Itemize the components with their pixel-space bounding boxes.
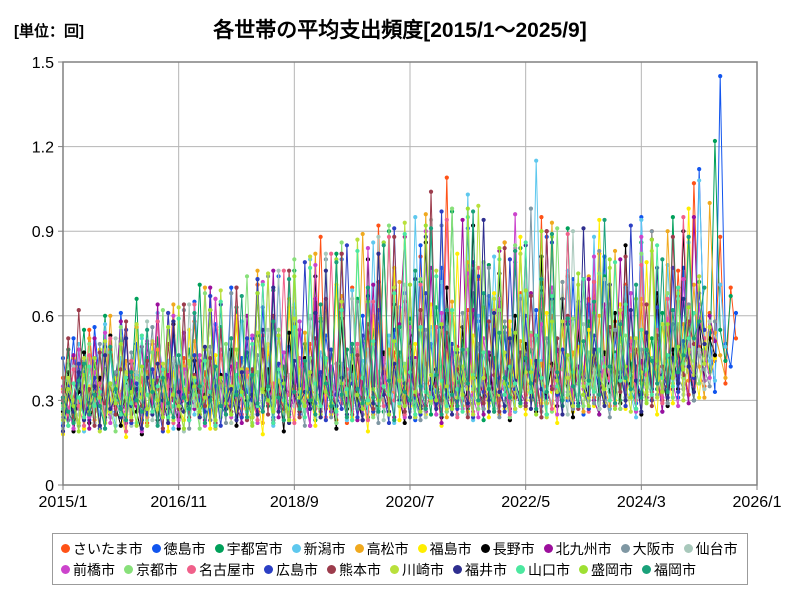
legend-label: 高松市 <box>366 540 409 557</box>
legend-label: 新潟市 <box>303 540 346 557</box>
legend-marker-icon <box>291 544 301 553</box>
legend-marker-icon <box>543 544 553 553</box>
legend-item[interactable]: 福井市 <box>453 563 507 577</box>
y-tick-label: 0.9 <box>32 224 54 241</box>
legend-item[interactable]: 広島市 <box>264 563 318 577</box>
legend-item[interactable]: 福島市 <box>417 540 472 557</box>
legend-row: さいたま市 徳島市 宇都宮市 新潟市 高松市 福島市 長野市 北九州市 大阪市 仙台市 <box>61 538 741 559</box>
legend-label: 大阪市 <box>632 540 675 557</box>
legend-label: 前橋市 <box>73 561 115 578</box>
legend-item[interactable]: 新潟市 <box>291 540 346 557</box>
legend-item[interactable]: 北九州市 <box>543 540 612 557</box>
x-axis-ticks: 2015/1 2016/11 2018/9 2020/7 2022/5 2024/3 202… <box>39 485 782 511</box>
legend-item[interactable]: 宇都宮市 <box>214 540 283 557</box>
legend-item[interactable]: 山口市 <box>516 563 570 577</box>
legend-item[interactable]: 高松市 <box>354 540 409 557</box>
legend-label: 福岡市 <box>654 561 696 578</box>
legend-marker-icon <box>354 544 364 553</box>
legend-label: 川崎市 <box>402 561 444 578</box>
legend-marker-icon <box>417 544 427 553</box>
series <box>60 209 707 431</box>
legend-item[interactable]: 仙台市 <box>683 540 738 557</box>
legend-item[interactable]: 徳島市 <box>151 540 206 557</box>
x-tick-label: 2024/3 <box>617 494 666 511</box>
legend: さいたま市 徳島市 宇都宮市 新潟市 高松市 福島市 長野市 北九州市 大阪市 仙台市 前橋市 京都… <box>52 533 748 585</box>
legend-marker-icon <box>61 565 70 574</box>
y-tick-label: 1.5 <box>32 55 54 72</box>
y-tick-label: 0 <box>45 478 54 495</box>
x-tick-label: 2022/5 <box>501 494 550 511</box>
legend-label: 熊本市 <box>339 561 381 578</box>
x-tick-label: 2015/1 <box>39 494 88 511</box>
legend-row: 前橋市 京都市 名古屋市 広島市 熊本市 川崎市 福井市 山口市 盛岡市 福岡市 <box>61 559 741 580</box>
page-title: 各世帯の平均支出頻度[2015/1～2025/9] <box>213 19 587 42</box>
legend-marker-icon <box>151 544 161 553</box>
legend-marker-icon <box>579 565 588 574</box>
legend-marker-icon <box>390 565 399 574</box>
legend-label: さいたま市 <box>73 540 143 557</box>
line-chart-svg: 0 0.3 0.6 0.9 1.2 1.5 2015/1 2016/11 2018/9 2020… <box>32 55 782 511</box>
y-tick-label: 1.2 <box>32 140 54 157</box>
legend-marker-icon <box>264 565 273 574</box>
legend-marker-icon <box>620 544 630 553</box>
legend-marker-icon <box>453 565 462 574</box>
legend-marker-icon <box>683 544 693 553</box>
legend-label: 福井市 <box>465 561 507 578</box>
legend-label: 京都市 <box>136 561 178 578</box>
legend-label: 福島市 <box>429 540 472 557</box>
legend-marker-icon <box>124 565 133 574</box>
legend-item[interactable]: 川崎市 <box>390 563 444 577</box>
legend-item[interactable]: 福岡市 <box>642 563 696 577</box>
legend-label: 宇都宮市 <box>226 540 283 557</box>
x-tick-label: 2026/1 <box>733 494 782 511</box>
legend-label: 広島市 <box>276 561 318 578</box>
legend-label: 仙台市 <box>695 540 738 557</box>
x-tick-label: 2018/9 <box>270 494 319 511</box>
legend-marker-icon <box>61 544 70 553</box>
legend-marker-icon <box>642 565 651 574</box>
legend-item[interactable]: さいたま市 <box>61 542 143 556</box>
legend-marker-icon <box>327 565 336 574</box>
legend-label: 盛岡市 <box>591 561 633 578</box>
legend-item[interactable]: 盛岡市 <box>579 563 633 577</box>
legend-item[interactable]: 京都市 <box>124 563 178 577</box>
legend-marker-icon <box>516 565 525 574</box>
legend-item[interactable]: 前橋市 <box>61 563 115 577</box>
legend-item[interactable]: 大阪市 <box>620 540 675 557</box>
legend-marker-icon <box>480 544 490 553</box>
x-tick-label: 2016/11 <box>150 494 207 511</box>
legend-label: 北九州市 <box>555 540 612 557</box>
legend-item[interactable]: 熊本市 <box>327 563 381 577</box>
legend-marker-icon <box>214 544 224 553</box>
legend-label: 山口市 <box>528 561 570 578</box>
y-axis-ticks: 0 0.3 0.6 0.9 1.2 1.5 <box>32 55 63 495</box>
unit-label: [単位：回] <box>14 23 84 40</box>
legend-label: 長野市 <box>492 540 535 557</box>
legend-label: 名古屋市 <box>199 561 255 578</box>
legend-label: 徳島市 <box>163 540 206 557</box>
x-tick-label: 2020/7 <box>386 494 435 511</box>
legend-item[interactable]: 長野市 <box>480 540 535 557</box>
y-tick-label: 0.3 <box>32 393 54 410</box>
legend-item[interactable]: 名古屋市 <box>187 563 255 577</box>
plot-area: 0 0.3 0.6 0.9 1.2 1.5 2015/1 2016/11 2018/9 2020… <box>32 55 782 511</box>
y-tick-label: 0.6 <box>32 309 54 326</box>
legend-marker-icon <box>187 565 196 574</box>
series-lines <box>60 74 739 440</box>
